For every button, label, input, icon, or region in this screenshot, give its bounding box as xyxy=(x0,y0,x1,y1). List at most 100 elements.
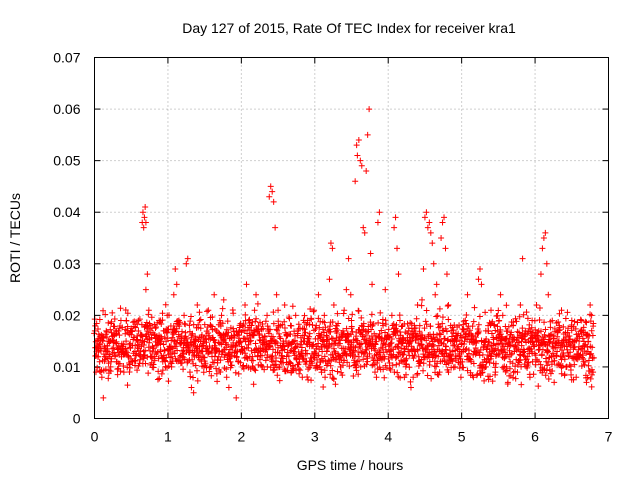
data-point xyxy=(492,327,499,334)
data-point xyxy=(321,353,328,360)
data-point xyxy=(349,311,356,318)
plot-frame xyxy=(94,57,609,419)
data-point xyxy=(370,320,377,327)
data-point xyxy=(362,327,369,334)
data-point xyxy=(364,358,371,365)
data-point xyxy=(142,219,149,226)
data-point xyxy=(185,343,192,350)
data-point xyxy=(135,327,142,334)
data-point xyxy=(536,317,543,324)
data-point xyxy=(443,343,450,350)
data-point xyxy=(455,343,462,350)
data-point xyxy=(393,353,400,360)
data-point xyxy=(435,324,442,331)
data-point xyxy=(462,317,469,324)
data-point xyxy=(466,350,473,357)
data-point xyxy=(515,329,522,336)
data-point xyxy=(358,162,365,169)
data-point xyxy=(258,352,265,359)
data-point xyxy=(173,325,180,332)
data-point xyxy=(203,364,210,371)
data-point xyxy=(111,323,118,330)
data-point xyxy=(311,307,318,314)
data-point xyxy=(156,339,163,346)
data-point xyxy=(175,317,182,324)
data-point xyxy=(491,322,498,329)
data-point xyxy=(452,363,459,370)
data-point xyxy=(211,291,218,298)
data-point xyxy=(381,374,388,381)
x-tick-label: 4 xyxy=(384,429,392,445)
x-axis: 0 1 2 3 4 5 6 7 xyxy=(91,57,613,445)
data-point xyxy=(493,335,500,342)
data-point xyxy=(565,353,572,360)
data-point xyxy=(525,359,532,366)
data-point xyxy=(230,325,237,332)
data-point xyxy=(266,326,273,333)
data-point xyxy=(297,341,304,348)
data-point xyxy=(180,366,187,373)
data-point xyxy=(427,323,434,330)
data-point xyxy=(109,309,116,316)
data-point xyxy=(265,330,272,337)
data-point xyxy=(281,302,288,309)
data-point xyxy=(302,329,309,336)
data-point xyxy=(293,355,300,362)
data-point xyxy=(420,351,427,358)
data-point xyxy=(329,318,336,325)
data-point xyxy=(98,374,105,381)
data-point xyxy=(209,326,216,333)
data-point xyxy=(117,305,124,312)
data-point xyxy=(479,351,486,358)
x-tick-label: 1 xyxy=(164,429,172,445)
data-point xyxy=(381,340,388,347)
data-point xyxy=(403,343,410,350)
data-point xyxy=(451,341,458,348)
data-point xyxy=(524,353,531,360)
data-point xyxy=(396,317,403,324)
data-point xyxy=(100,394,107,401)
data-point xyxy=(249,353,256,360)
data-point xyxy=(205,307,212,314)
data-point xyxy=(269,188,276,195)
data-point xyxy=(565,325,572,332)
data-point xyxy=(353,367,360,374)
data-point xyxy=(142,360,149,367)
data-point xyxy=(471,304,478,311)
data-point xyxy=(186,322,193,329)
data-point xyxy=(415,332,422,339)
data-point xyxy=(301,312,308,319)
data-point xyxy=(141,214,148,221)
data-point xyxy=(251,307,258,314)
data-point xyxy=(205,349,212,356)
data-point xyxy=(147,322,154,329)
data-point xyxy=(274,340,281,347)
data-point xyxy=(391,224,398,231)
data-point xyxy=(405,346,412,353)
data-point xyxy=(337,337,344,344)
data-point xyxy=(466,327,473,334)
data-point xyxy=(208,372,215,379)
data-point xyxy=(539,245,546,252)
data-point xyxy=(403,355,410,362)
data-point xyxy=(385,326,392,333)
data-point xyxy=(123,349,130,356)
data-point xyxy=(490,348,497,355)
data-point xyxy=(436,369,443,376)
data-point xyxy=(407,319,414,326)
data-point xyxy=(567,367,574,374)
data-point xyxy=(181,312,188,319)
data-point xyxy=(421,325,428,332)
data-point xyxy=(125,353,132,360)
data-point xyxy=(317,332,324,339)
data-point xyxy=(202,336,209,343)
data-point xyxy=(298,344,305,351)
data-point xyxy=(542,372,549,379)
data-point xyxy=(346,363,353,370)
data-point xyxy=(135,363,142,370)
data-point xyxy=(512,343,519,350)
data-point xyxy=(334,368,341,375)
data-point xyxy=(512,315,519,322)
data-point xyxy=(355,308,362,315)
data-point xyxy=(423,321,430,328)
